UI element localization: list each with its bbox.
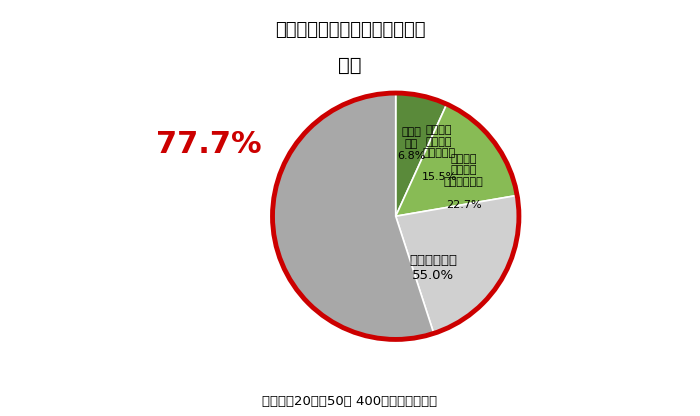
Wedge shape <box>395 104 517 216</box>
Wedge shape <box>395 93 447 216</box>
Wedge shape <box>272 93 434 339</box>
Text: 全国男女20代～50代 400名（単一回答）: 全国男女20代～50代 400名（単一回答） <box>262 395 438 408</box>
Text: どちらか
といえば
行っている

15.5%: どちらか といえば 行っている 15.5% <box>421 125 457 182</box>
Text: 行っていない
55.0%: 行っていない 55.0% <box>410 254 457 282</box>
Text: どちらか
といえば
行っていない

22.7%: どちらか といえば 行っていない 22.7% <box>444 154 484 210</box>
Text: 全体: 全体 <box>338 56 362 75</box>
Wedge shape <box>395 196 519 333</box>
Text: 行って
いる
6.8%: 行って いる 6.8% <box>397 127 426 161</box>
Text: 77.7%: 77.7% <box>155 130 261 159</box>
Text: 冬の便秘対策は行っていますか: 冬の便秘対策は行っていますか <box>274 21 426 39</box>
